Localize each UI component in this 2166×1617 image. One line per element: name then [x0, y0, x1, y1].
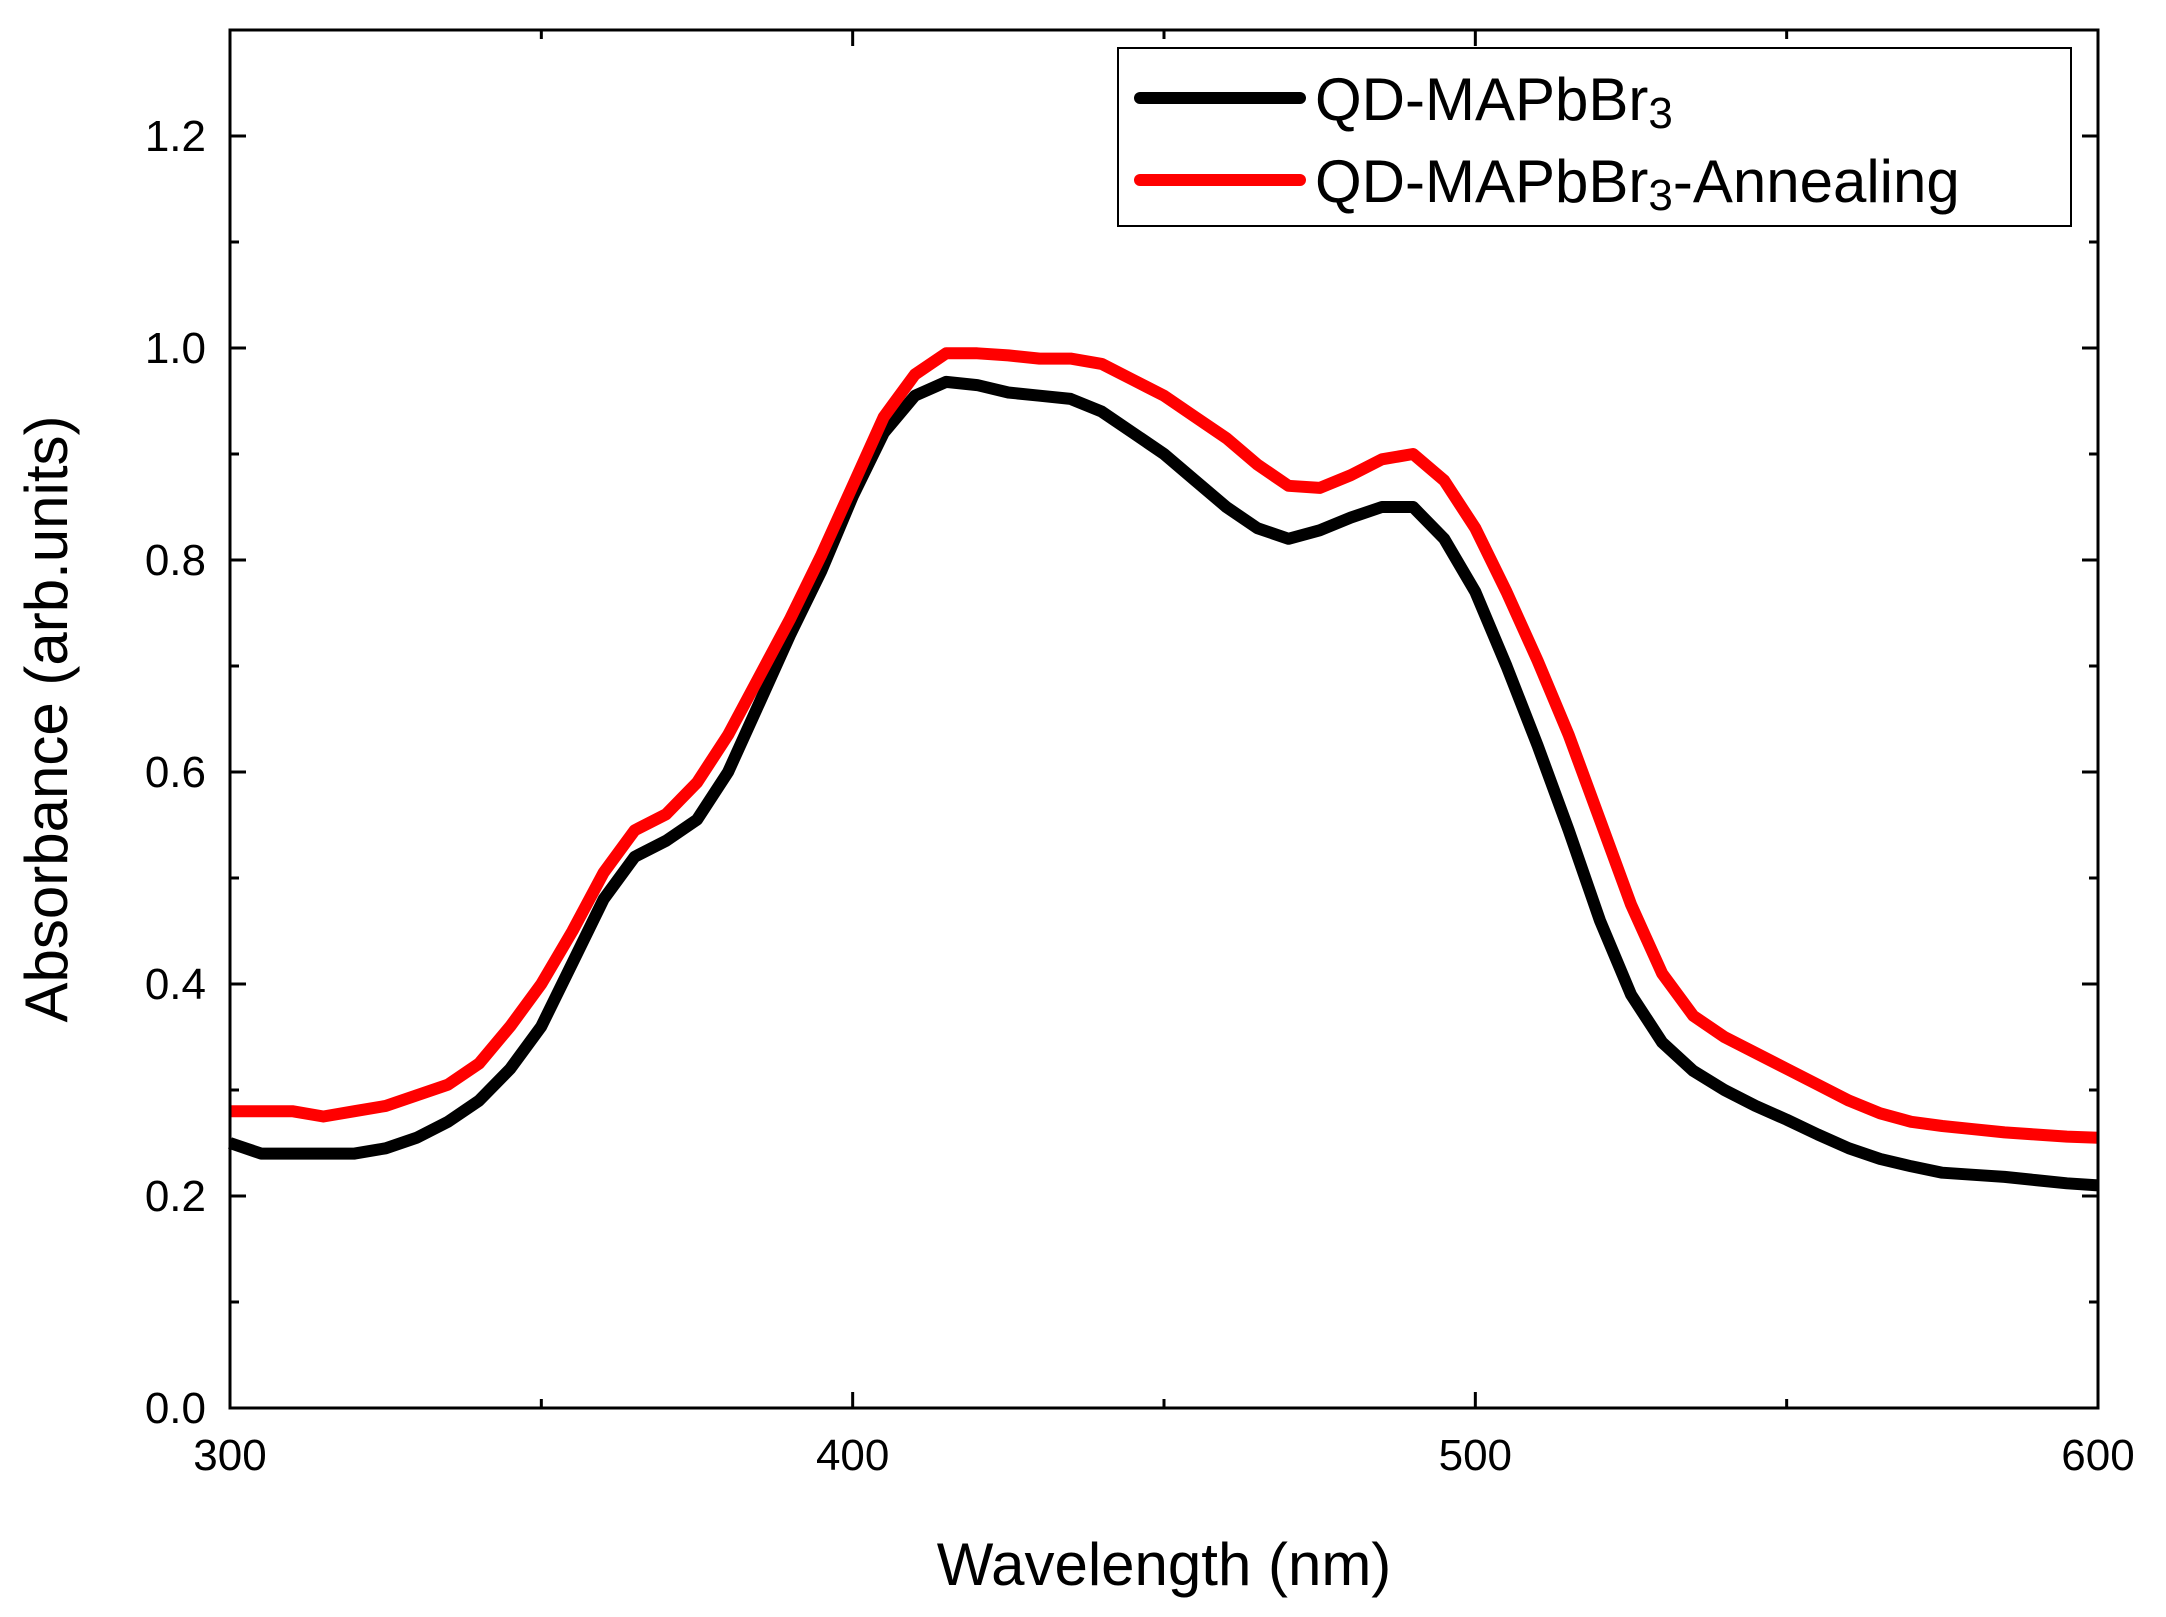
x-axis-title: Wavelength (nm): [937, 1531, 1392, 1598]
y-tick-label: 0.6: [145, 748, 206, 797]
legend-label-subscript: 3: [1648, 171, 1672, 220]
legend-box: [1117, 47, 2072, 227]
y-tick-label: 1.2: [145, 112, 206, 161]
y-axis-title: Absorbance (arb.units): [13, 416, 80, 1023]
y-tick-label: 0.4: [145, 960, 206, 1009]
legend-label-base: QD-MAPbBr: [1315, 148, 1648, 215]
plot-marks: [228, 347, 2099, 1192]
series-line-qd-mapbbr3-annealing: [230, 347, 2099, 1144]
series-line-qd-mapbbr3: [228, 375, 2099, 1192]
plot-frame: [228, 28, 2100, 1410]
legend-label-base: QD-MAPbBr: [1315, 66, 1648, 133]
y-tick-label: 0.2: [145, 1172, 206, 1221]
legend-label-suffix: -Annealing: [1673, 148, 1960, 215]
legend: QD-MAPbBr3 QD-MAPbBr3-Annealing: [1117, 47, 2072, 227]
x-tick-label: 400: [816, 1431, 889, 1480]
legend-label-qd-mapbbr3-annealing: QD-MAPbBr3-Annealing: [1315, 148, 1960, 220]
legend-label-qd-mapbbr3: QD-MAPbBr3: [1315, 66, 1673, 138]
y-tick-label: 0.0: [145, 1384, 206, 1433]
tick-labels: 300 400 500 600 0.0 0.2 0.4 0.6 0.8 1.0 1.2: [145, 112, 2135, 1480]
y-tick-label: 0.8: [145, 536, 206, 585]
legend-label-subscript: 3: [1648, 89, 1672, 138]
x-tick-label: 300: [193, 1431, 266, 1480]
x-tick-label: 600: [2061, 1431, 2134, 1480]
x-tick-label: 500: [1439, 1431, 1512, 1480]
y-tick-label: 1.0: [145, 324, 206, 373]
